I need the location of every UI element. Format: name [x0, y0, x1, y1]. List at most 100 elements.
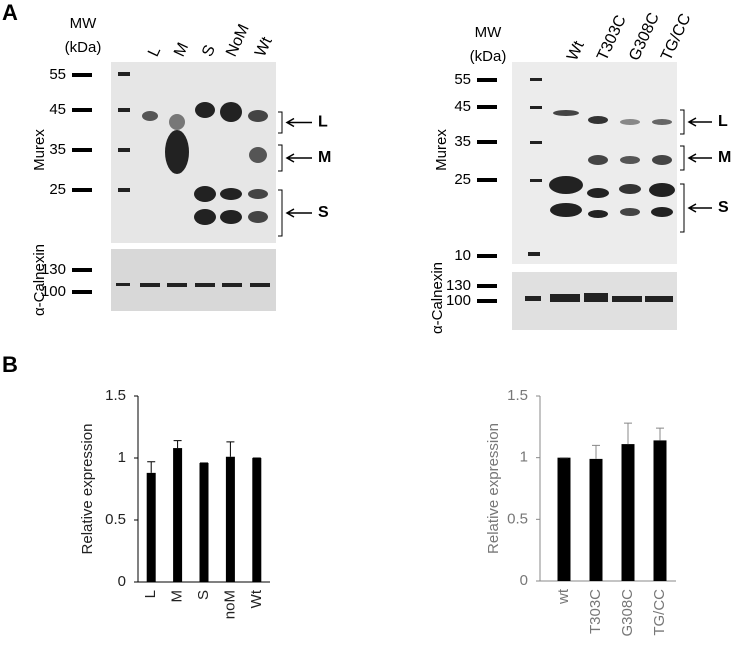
- mw-marker: 25: [454, 171, 471, 188]
- x-tick-label: M: [169, 590, 186, 603]
- mw-header: MW: [70, 15, 97, 32]
- mw-marker: 25: [49, 181, 66, 198]
- band-label: S: [718, 199, 729, 216]
- mw-marker: 35: [49, 141, 66, 158]
- band-label: M: [718, 149, 731, 166]
- mw-marker: 130: [41, 261, 66, 278]
- blot: [111, 249, 276, 311]
- marker-tick: [72, 73, 92, 77]
- y-tick-label: 0: [520, 572, 528, 589]
- error-bar: [624, 422, 632, 445]
- bar: [557, 457, 571, 581]
- bracket: [680, 183, 685, 233]
- bracket: [680, 145, 685, 171]
- arrow: [687, 117, 712, 127]
- marker-tick: [477, 140, 497, 144]
- marker-tick: [477, 105, 497, 109]
- bracket: [278, 189, 283, 237]
- y-tick-label: 1: [520, 449, 528, 466]
- lane-label: TG/CC: [658, 11, 694, 63]
- y-axis-label: Relative expression: [79, 424, 96, 555]
- blot-label: α-Calnexin: [31, 244, 48, 316]
- error-bar: [592, 444, 600, 459]
- arrow: [687, 153, 712, 163]
- arrow: [285, 208, 312, 218]
- marker-tick: [477, 299, 497, 303]
- arrow: [687, 203, 712, 213]
- mw-marker: 55: [454, 71, 471, 88]
- band-label: L: [718, 113, 728, 130]
- error-bar: [656, 427, 664, 441]
- bar: [589, 458, 603, 581]
- marker-tick: [477, 178, 497, 182]
- lane-label: T303C: [594, 13, 630, 64]
- marker-tick: [477, 254, 497, 258]
- y-tick-label: 0.5: [507, 510, 528, 527]
- arrow: [285, 117, 312, 128]
- bar: [199, 462, 209, 582]
- lane-label: S: [199, 43, 219, 60]
- mw-marker: 45: [454, 98, 471, 115]
- lane-label: L: [145, 44, 164, 59]
- panel-label: A: [2, 0, 18, 25]
- bar: [225, 456, 235, 582]
- bracket: [680, 109, 685, 135]
- marker-tick: [72, 108, 92, 112]
- marker-tick: [72, 290, 92, 294]
- y-axis-label: Relative expression: [485, 423, 502, 554]
- y-tick-label: 1.5: [507, 387, 528, 404]
- x-tick-label: G308C: [619, 589, 636, 637]
- y-tick-label: 1: [118, 449, 126, 466]
- error-bar: [173, 440, 182, 449]
- lane-label: M: [171, 40, 192, 59]
- bar: [621, 444, 635, 581]
- marker-tick: [72, 148, 92, 152]
- bar: [146, 472, 156, 582]
- y-tick-label: 1.5: [105, 387, 126, 404]
- marker-tick: [72, 268, 92, 272]
- bracket: [278, 111, 283, 134]
- marker-tick: [477, 78, 497, 82]
- blot-label: Murex: [31, 129, 48, 171]
- band-label: S: [318, 204, 329, 221]
- panel-label: B: [2, 352, 18, 377]
- lane-label: NoM: [223, 22, 253, 60]
- mw-marker: 100: [41, 283, 66, 300]
- blot-label: α-Calnexin: [429, 262, 446, 334]
- mw-header: (kDa): [65, 39, 102, 56]
- x-tick-label: wt: [555, 588, 572, 605]
- blot: [111, 62, 276, 243]
- error-bar: [147, 461, 156, 473]
- error-bar: [226, 441, 235, 457]
- y-tick-label: 0.5: [105, 511, 126, 528]
- mw-header: MW: [475, 24, 502, 41]
- x-tick-label: TG/CC: [651, 589, 668, 636]
- mw-marker: 35: [454, 133, 471, 150]
- blot-images: [111, 62, 677, 330]
- x-tick-label: S: [195, 590, 212, 600]
- mw-marker: 130: [446, 277, 471, 294]
- bar: [653, 440, 667, 581]
- bracket: [278, 144, 283, 172]
- band-label: L: [318, 114, 328, 131]
- lane-label: Wt: [564, 38, 588, 63]
- x-tick-label: L: [142, 590, 159, 598]
- blot-label: Murex: [433, 129, 450, 171]
- arrow: [285, 153, 312, 163]
- x-tick-label: Wt: [248, 589, 265, 608]
- bar: [252, 458, 262, 582]
- mw-marker: 100: [446, 292, 471, 309]
- band-label: M: [318, 149, 331, 166]
- x-tick-label: T303C: [587, 589, 604, 634]
- marker-tick: [477, 284, 497, 288]
- x-tick-label: noM: [221, 590, 238, 619]
- mw-marker: 10: [454, 247, 471, 264]
- mw-header: (kDa): [470, 48, 507, 65]
- bar-chart: 0 0.5 1 1.5 Relative expression wt T303C G308C T…: [485, 387, 676, 637]
- bands: [116, 72, 675, 302]
- bar: [173, 448, 183, 582]
- mw-marker: 45: [49, 101, 66, 118]
